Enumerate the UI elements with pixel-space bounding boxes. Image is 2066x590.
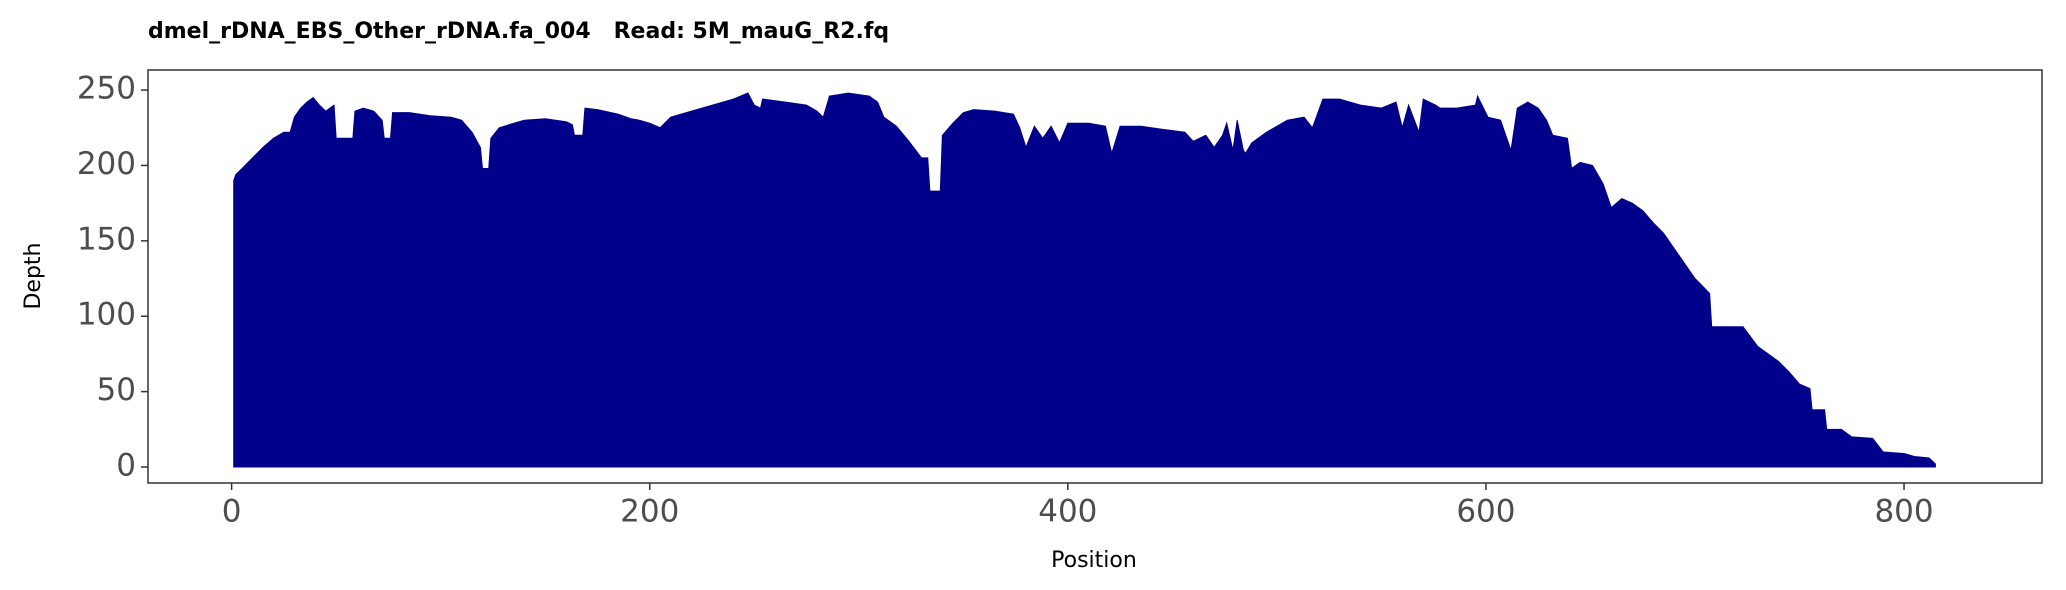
y-tick-label: 50 — [97, 372, 136, 408]
x-tick-label: 600 — [1456, 494, 1515, 530]
x-tick-label: 400 — [1038, 494, 1097, 530]
x-axis-label: Position — [1051, 548, 1137, 573]
y-tick-label: 250 — [77, 71, 136, 107]
plot-border — [147, 69, 2043, 484]
x-tick-label: 800 — [1874, 494, 1933, 530]
x-tick-label: 0 — [222, 494, 242, 530]
x-tick-label: 200 — [620, 494, 679, 530]
y-tick-label: 0 — [116, 448, 136, 484]
y-tick-label: 150 — [77, 221, 136, 257]
y-tick-label: 200 — [77, 146, 136, 182]
y-tick-label: 100 — [77, 297, 136, 333]
chart-title: dmel_rDNA_EBS_Other_rDNA.fa_004 Read: 5M… — [148, 19, 889, 44]
depth-area — [233, 92, 1936, 468]
y-axis-label: Depth — [21, 242, 46, 309]
